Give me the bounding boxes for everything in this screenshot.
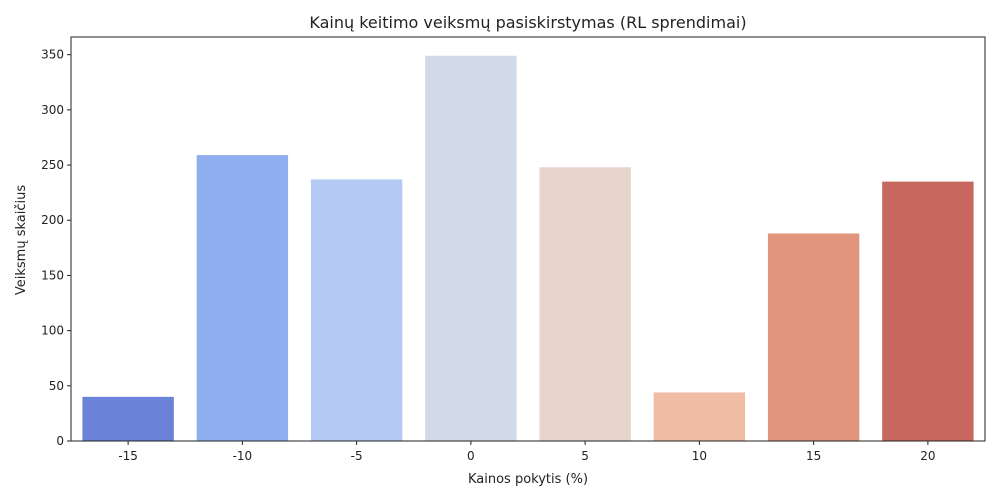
y-tick-label-4: 200 [41,213,64,227]
bar-0 [82,396,174,441]
y-tick-label-5: 250 [41,158,64,172]
x-tick-label-3: 0 [467,449,475,463]
x-tick-label-7: 20 [920,449,935,463]
plot-area: 0 50 100 150 200 250 300 350 -15 -10 -5 0 5 10 15 20 [41,36,986,463]
y-tick-label-7: 350 [41,48,64,62]
bar-7 [882,181,974,442]
chart-title: Kainų keitimo veiksmų pasiskirstymas (RL… [309,13,746,32]
y-tick-label-3: 150 [41,268,64,282]
bar-2 [310,179,403,442]
bar-5 [653,392,746,441]
x-tick-label-1: -10 [233,449,253,463]
bar-1 [196,155,289,441]
x-tick-label-4: 5 [581,449,589,463]
bar-3 [425,55,517,442]
bar-4 [539,167,631,441]
y-tick-label-2: 100 [41,324,64,338]
y-tick-label-6: 300 [41,103,64,117]
y-tick-label-1: 50 [49,379,64,393]
axes-frame [70,36,986,442]
x-tick-label-6: 15 [806,449,821,463]
y-tick-label-0: 0 [56,434,64,448]
x-tick-label-0: -15 [118,449,138,463]
x-tick-label-2: -5 [351,449,363,463]
x-axis-label: Kainos pokytis (%) [468,472,588,487]
x-tick-label-5: 10 [692,449,707,463]
y-axis-label: Veiksmų skaičius [14,185,29,295]
bar-6 [767,233,860,441]
